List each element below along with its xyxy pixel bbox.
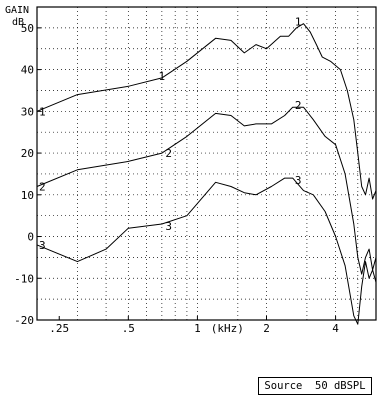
- x-tick-label: .5: [122, 322, 135, 335]
- series-line-1: [36, 23, 377, 200]
- y-tick-label: 30: [21, 105, 34, 118]
- y-tick-label: -20: [14, 314, 34, 327]
- series-label-2: 2: [39, 180, 46, 193]
- x-tick-label: 1: [194, 322, 201, 335]
- plot-frame: [36, 6, 377, 321]
- series-label-1: 1: [39, 105, 46, 118]
- series-label-1: 1: [159, 70, 166, 83]
- y-tick-label: -10: [14, 272, 34, 285]
- grid: [36, 6, 377, 321]
- series-group: [36, 23, 377, 325]
- series-labels: 1 1 1 2 2 2 3 3 3: [39, 16, 302, 252]
- series-line-2: [36, 106, 377, 275]
- source-level-label: Source 50 dBSPL: [258, 377, 372, 395]
- series-line-3: [36, 177, 377, 325]
- y-tick-label: 50: [21, 22, 34, 35]
- x-tick-label: .25: [49, 322, 69, 335]
- y-tick-label: 20: [21, 147, 34, 160]
- y-tick-label: 0: [27, 231, 34, 244]
- x-tick-label: 2: [263, 322, 270, 335]
- series-label-2: 2: [165, 147, 172, 160]
- series-label-3: 3: [165, 220, 172, 233]
- series-label-3: 3: [295, 174, 302, 187]
- series-label-2: 2: [295, 99, 302, 112]
- y-tick-label: 10: [21, 189, 34, 202]
- series-label-1: 1: [295, 16, 302, 29]
- x-tick-label: 4: [332, 322, 339, 335]
- y-axis-unit: dB: [12, 17, 24, 28]
- y-axis-title: GAIN: [5, 5, 29, 16]
- y-tick-label: 40: [21, 64, 34, 77]
- x-axis: .25 .5 1 2 4: [49, 316, 339, 335]
- x-axis-unit: (kHz): [211, 322, 244, 335]
- y-axis: -20 -10 0 10 20 30 40 50: [14, 22, 41, 327]
- series-label-3: 3: [39, 239, 46, 252]
